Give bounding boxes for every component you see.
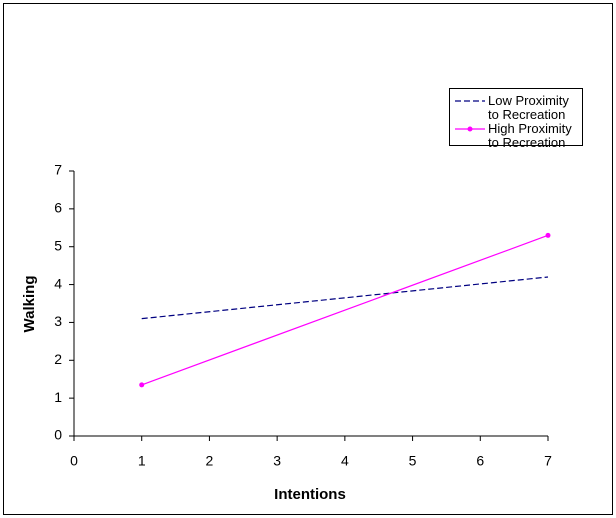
y-tick-label: 1 [54, 389, 62, 405]
series-line [141, 276, 549, 320]
x-tick-label: 4 [341, 453, 349, 469]
y-tick-label: 3 [54, 313, 62, 329]
legend-label: High Proximity to Recreation [488, 121, 572, 150]
x-tick-label: 6 [476, 453, 484, 469]
x-tick-label: 5 [409, 453, 417, 469]
x-tick-label: 3 [273, 453, 281, 469]
point [139, 382, 145, 388]
x-tick-label: 1 [138, 453, 146, 469]
y-tick-label: 4 [54, 275, 62, 291]
x-axis-title: Intentions [274, 486, 346, 503]
y-tick-label: 2 [54, 351, 62, 367]
y-axis-title: Walking [21, 276, 38, 333]
legend-marker [467, 126, 473, 132]
series-line [141, 234, 549, 386]
y-tick-label: 5 [54, 237, 62, 253]
y-tick-label: 7 [54, 162, 62, 178]
x-tick-label: 7 [544, 453, 552, 469]
y-tick-label: 6 [54, 200, 62, 216]
y-tick-label: 0 [54, 427, 62, 443]
x-tick-label: 2 [206, 453, 214, 469]
legend-label: Low Proximity to Recreation [488, 93, 569, 122]
x-tick-label: 0 [70, 453, 78, 469]
point [545, 232, 551, 238]
legend-box [449, 88, 583, 146]
chart-border [3, 3, 613, 515]
